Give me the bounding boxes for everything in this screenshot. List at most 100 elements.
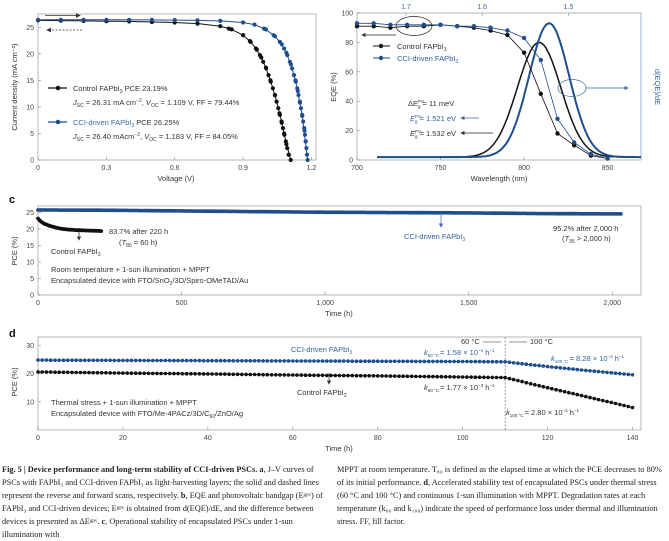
data-point (176, 371, 180, 376)
data-point (350, 373, 355, 378)
x-tick-label: 0.3 (101, 165, 111, 172)
data-point (231, 372, 236, 377)
cci-t95-label: (T95 > 2,000 h) (562, 234, 611, 245)
data-point (235, 372, 240, 377)
data-point (358, 373, 363, 378)
data-point (116, 358, 121, 363)
data-point (571, 391, 575, 396)
data-point (195, 21, 200, 26)
data-point (397, 359, 401, 364)
data-point (618, 402, 622, 407)
series-line (357, 24, 608, 159)
panel-a-jv-chart: 0 0.3 0.6 0.9 1.2 0 5 10 15 20 25 Voltage (V) Curr… (10, 13, 316, 183)
y-tick-label: 60 (345, 69, 353, 76)
data-point (285, 53, 290, 58)
data-point (276, 106, 281, 111)
data-point (609, 371, 614, 375)
data-point (303, 373, 308, 378)
data-point (74, 370, 78, 375)
data-point (521, 50, 527, 55)
data-point (138, 371, 142, 376)
data-point (176, 358, 180, 363)
x-tick-label: 2,000 (604, 300, 622, 307)
data-point (443, 359, 448, 364)
data-point (354, 373, 359, 378)
panel-c-ylabel: PCE (%) (10, 236, 19, 266)
data-point (507, 376, 512, 381)
data-point (380, 359, 384, 364)
data-point (36, 370, 40, 374)
data-point (268, 79, 273, 84)
data-point (538, 57, 543, 63)
data-point (605, 370, 609, 375)
data-point (588, 369, 592, 373)
data-point (129, 371, 134, 376)
data-point (301, 119, 306, 124)
data-point (465, 375, 469, 379)
data-point (456, 375, 461, 379)
data-point (257, 359, 261, 363)
y-tick-label: 5 (30, 131, 34, 138)
data-point (146, 371, 151, 376)
derivative-curve-cci (377, 22, 641, 159)
data-point (469, 359, 473, 364)
data-point (405, 374, 410, 379)
data-point (601, 370, 605, 374)
data-point (282, 373, 287, 377)
x-tick-label: 500 (176, 300, 188, 307)
data-point (44, 358, 49, 362)
data-point (218, 358, 223, 363)
data-point (269, 359, 274, 363)
data-point (550, 386, 554, 391)
data-point (142, 371, 146, 376)
caption-text: , EQE and photovoltaic bandgap (Eᵍᵖᵛ) of… (2, 491, 323, 526)
panel-c-letter: c (9, 194, 15, 206)
data-point (125, 358, 129, 363)
y-tick-label: 80 (345, 40, 353, 47)
panel-c-condition-1: Room temperature + 1-sun illumination + … (51, 265, 210, 274)
data-point (296, 92, 301, 98)
y-tick-label: 0 (349, 158, 353, 165)
data-point (375, 359, 380, 364)
data-point (82, 358, 87, 363)
data-point (61, 370, 66, 375)
data-point (299, 359, 304, 363)
data-point (471, 24, 477, 29)
series-control-fapbi- (36, 216, 104, 234)
data-point (524, 362, 529, 367)
data-point (286, 359, 291, 363)
panel-b-ylabel: EQE (%) (329, 72, 338, 102)
data-point (125, 371, 129, 375)
data-point (404, 22, 410, 27)
data-point (87, 358, 91, 363)
data-point (571, 367, 575, 371)
data-point (81, 17, 86, 22)
y-tick-label: 10 (26, 260, 34, 267)
panel-c-operational-stability-chart: c 0 500 1,000 1,500 2,000 0 5 10 15 20 25 Time (h)… (9, 194, 642, 318)
data-point (302, 126, 307, 131)
data-point (503, 360, 507, 364)
k60-control-label: k60 °C= 1.77 × 10−3 h−1 (424, 383, 495, 393)
data-point (477, 375, 482, 380)
data-point (579, 368, 584, 372)
data-point (516, 361, 520, 366)
data-point (401, 359, 406, 364)
data-point (248, 372, 253, 377)
legend-cci-text: CCI-driven FAPbI3 PCE 26.25% (73, 118, 179, 129)
data-point (290, 66, 295, 71)
data-point (325, 373, 329, 378)
y-tick-label: 0 (30, 293, 34, 300)
caption-text: MPPT at room temperature. T₈₀ is defined… (337, 465, 662, 487)
data-point (146, 358, 151, 363)
data-point (210, 372, 214, 376)
caption-bold: Fig. 5 | Device performance and long-ter… (2, 465, 264, 474)
data-point (473, 375, 478, 380)
data-point (558, 366, 563, 370)
data-point (555, 131, 560, 136)
data-point (248, 39, 253, 45)
data-point (511, 361, 516, 365)
y-tick-label: 30 (26, 343, 34, 350)
data-point (588, 395, 592, 400)
x-tick-label: 60 (289, 435, 297, 442)
data-point (274, 373, 278, 377)
